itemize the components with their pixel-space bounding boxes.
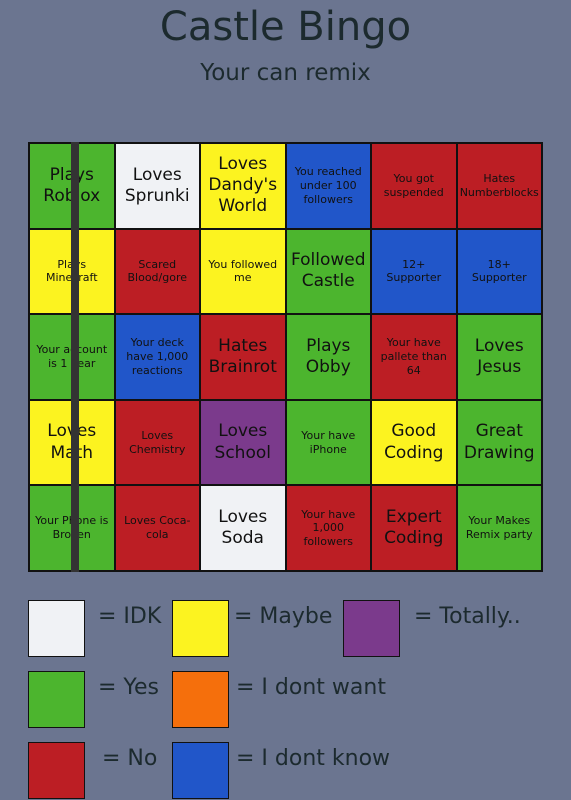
legend-label: = No: [102, 746, 158, 771]
bingo-cell: You followed me: [200, 228, 286, 315]
legend-label: = I dont know: [236, 746, 391, 771]
bingo-cell: Loves Chemistry: [114, 399, 200, 486]
legend-label: = Maybe: [234, 604, 333, 629]
legend-swatch: [28, 600, 85, 657]
bingo-cell: Your have pallete than 64: [371, 314, 457, 400]
bingo-cell: Loves Soda: [200, 485, 286, 571]
title: Castle Bingo: [159, 4, 412, 50]
divider-bar: [71, 142, 79, 572]
bingo-cell: Your deck have 1,000 reactions: [114, 314, 200, 400]
legend-label: = Totally..: [414, 604, 521, 629]
bingo-cell: Loves Coca-cola: [114, 485, 200, 571]
bingo-cell: Plays Obby: [285, 314, 371, 400]
bingo-cell: 12+ Supporter: [371, 228, 457, 315]
legend-label: = Yes: [98, 675, 159, 700]
bingo-cell: Loves Jesus: [456, 314, 542, 400]
legend-label: = I dont want: [236, 675, 386, 700]
bingo-cell: Great Drawing: [456, 399, 542, 486]
legend-swatch: [172, 671, 229, 728]
bingo-cell: Loves Sprunki: [114, 143, 200, 229]
bingo-cell: Expert Coding: [371, 485, 457, 571]
legend-swatch: [28, 671, 85, 728]
bingo-cell: Your have iPhone: [285, 399, 371, 486]
bingo-cell: Followed Castle: [285, 228, 371, 315]
bingo-cell: Loves Dandy's World: [200, 143, 286, 229]
bingo-cell: You reached under 100 followers: [285, 143, 371, 229]
legend-label: = IDK: [98, 604, 162, 629]
legend-swatch: [172, 742, 229, 799]
legend-swatch: [343, 600, 400, 657]
subtitle: Your can remix: [200, 60, 371, 86]
bingo-cell: Your Makes Remix party: [456, 485, 542, 571]
bingo-cell: Hates Numberblocks: [456, 143, 542, 229]
bingo-cell: Loves School: [200, 399, 286, 486]
bingo-cell: Good Coding: [371, 399, 457, 486]
bingo-cell: Hates Brainrot: [200, 314, 286, 400]
bingo-cell: You got suspended: [371, 143, 457, 229]
bingo-cell: Your have 1,000 followers: [285, 485, 371, 571]
legend-swatch: [28, 742, 85, 799]
bingo-cell: 18+ Supporter: [456, 228, 542, 315]
legend-swatch: [172, 600, 229, 657]
bingo-cell: Scared Blood/gore: [114, 228, 200, 315]
